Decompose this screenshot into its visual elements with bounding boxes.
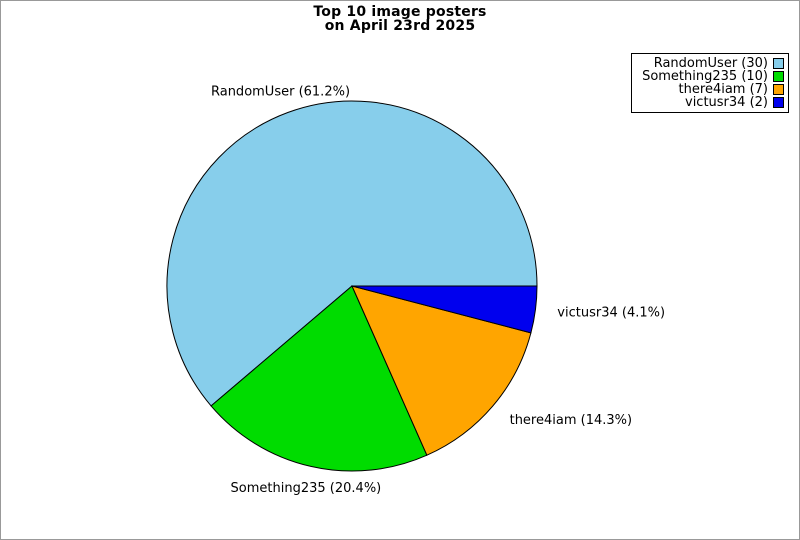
slice-label-there4iam: there4iam (14.3%) (510, 413, 632, 428)
legend-label: Something235 (10) (642, 69, 768, 84)
legend-swatch-icon (773, 84, 784, 95)
slice-label-RandomUser: RandomUser (61.2%) (211, 85, 350, 100)
pie-slice-there4iam (351, 285, 532, 456)
legend-item: victusr34 (2) (636, 96, 784, 109)
legend-item: Something235 (10) (636, 70, 784, 83)
pie-slice-Something235 (210, 285, 428, 472)
legend-label: RandomUser (30) (653, 56, 768, 71)
chart-title-line1: Top 10 image posters (313, 4, 487, 20)
pie-slice-victusr34 (351, 285, 538, 334)
legend-item: there4iam (7) (636, 83, 784, 96)
legend-label: there4iam (7) (678, 82, 768, 97)
legend-swatch-icon (773, 97, 784, 108)
legend-item: RandomUser (30) (636, 57, 784, 70)
slice-label-Something235: Something235 (20.4%) (231, 481, 382, 496)
legend-swatch-icon (773, 58, 784, 69)
chart-title-line2: on April 23rd 2025 (324, 18, 476, 34)
slice-label-victusr34: victusr34 (4.1%) (557, 306, 665, 321)
chart-title: Top 10 image posters on April 23rd 2025 (1, 5, 799, 33)
legend-swatch-icon (773, 71, 784, 82)
pie-slice-RandomUser (166, 100, 538, 407)
legend: RandomUser (30) Something235 (10) there4ia… (631, 53, 789, 113)
legend-label: victusr34 (2) (685, 95, 768, 110)
